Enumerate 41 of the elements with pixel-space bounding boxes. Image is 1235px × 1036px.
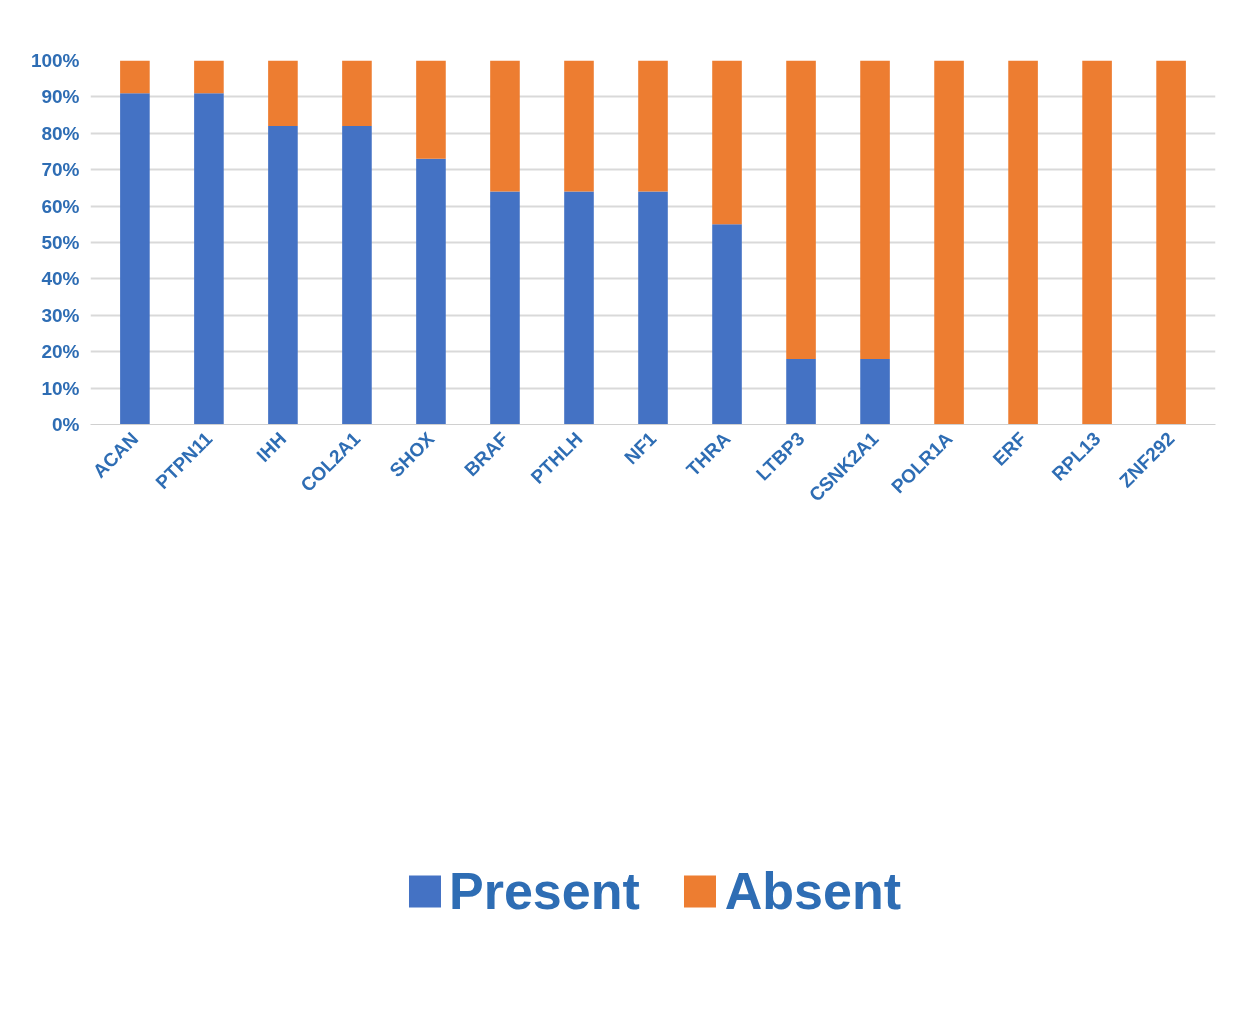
legend-label: Present — [448, 861, 640, 921]
y-tick-label: 70% — [41, 159, 80, 181]
bar — [786, 358, 816, 425]
y-tick-label: 80% — [41, 122, 80, 144]
bar — [638, 191, 668, 425]
bar — [120, 93, 150, 425]
bar — [194, 60, 224, 94]
bar — [712, 60, 742, 225]
bar — [268, 126, 298, 425]
bar — [1082, 60, 1112, 425]
y-tick-label: 60% — [41, 195, 80, 217]
bar — [120, 60, 150, 94]
bar — [342, 126, 372, 425]
bar — [416, 60, 446, 159]
legend-label: Absent — [724, 861, 902, 921]
y-tick-label: 50% — [41, 232, 80, 253]
y-tick-label: 20% — [41, 341, 80, 363]
x-tick-label: NF1 — [620, 427, 661, 469]
y-tick-label: 30% — [41, 304, 80, 326]
bar — [638, 60, 668, 192]
bar — [416, 158, 446, 425]
y-tick-label: 40% — [41, 268, 80, 290]
y-tick-label: 90% — [41, 86, 80, 108]
bar — [860, 60, 890, 359]
bar — [268, 60, 298, 127]
y-tick-label: 0% — [52, 414, 80, 435]
bar — [1008, 60, 1038, 425]
x-tick-label: IHH — [252, 428, 291, 467]
bar — [342, 60, 372, 127]
bar — [490, 60, 520, 192]
bar — [934, 60, 964, 425]
y-tick-label: 10% — [41, 377, 80, 399]
bar — [712, 224, 742, 425]
bar — [860, 358, 890, 425]
y-tick-label: 100% — [30, 50, 80, 71]
bar — [490, 191, 520, 425]
bar — [786, 60, 816, 359]
bar — [1156, 60, 1186, 425]
bar — [564, 60, 594, 192]
bar — [564, 191, 594, 425]
bar — [194, 93, 224, 425]
